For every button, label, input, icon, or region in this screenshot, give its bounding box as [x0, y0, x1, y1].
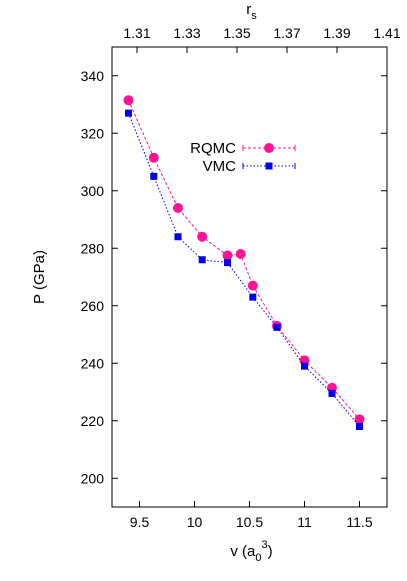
y-tick-label: 220 [81, 413, 105, 429]
axis-labels: P (GPa) v (a03) rs [31, 1, 273, 564]
series-layer [123, 95, 365, 430]
x-axis-label-main: v (a [230, 543, 256, 560]
x-tick-label: 9.5 [130, 514, 150, 530]
legend-label-vmc: VMC [203, 158, 237, 175]
vmc-point [224, 259, 231, 267]
vmc-point [301, 362, 308, 370]
rqmc-point [148, 152, 159, 163]
top-tick-label: 1.37 [273, 25, 300, 41]
rqmc-point [173, 203, 183, 213]
vmc-point [198, 256, 206, 264]
vmc-point [273, 323, 281, 331]
y-tick-label: 240 [81, 355, 105, 371]
vmc-point [150, 172, 158, 180]
top-tick-label: 1.41 [373, 25, 400, 41]
vmc-series-line [128, 112, 360, 427]
rqmc-point [247, 280, 258, 291]
rqmc-point [222, 250, 233, 261]
y-tick-label: 300 [81, 183, 105, 199]
top-tick-label: 1.31 [123, 25, 150, 41]
top-axis-label: rs [246, 1, 257, 22]
y-axis-label: P (GPa) [31, 250, 48, 304]
vmc-point [328, 389, 336, 397]
x-axis-label-superscript: 3 [262, 539, 268, 551]
top-axis-label-subscript: s [251, 10, 257, 22]
vmc-point [125, 109, 132, 117]
axes-layer: 9.5 10 10.5 11 11.5 200 220 240 260 280 300 320 340 1… [81, 25, 401, 530]
x-axis-label: v (a03) [230, 539, 272, 564]
top-tick-label: 1.33 [173, 25, 200, 41]
y-tick-label: 260 [81, 298, 105, 314]
x-tick-label: 11.5 [346, 514, 372, 530]
top-tick-label: 1.35 [223, 25, 250, 41]
y-tick-label: 340 [81, 68, 105, 84]
rqmc-point [235, 249, 246, 259]
rqmc-point [354, 414, 365, 425]
x-tick-label: 10.5 [236, 514, 263, 530]
vmc-point [356, 423, 363, 430]
top-axis-label-main: r [246, 1, 251, 18]
x-axis-label-subscript: 0 [255, 552, 261, 564]
x-tick-label: 11 [297, 514, 312, 530]
rqmc-point [197, 231, 208, 242]
y-tick-label: 200 [81, 470, 105, 486]
vmc-legend-marker [265, 162, 273, 170]
x-axis-label-close: ) [268, 543, 273, 560]
vmc-point [174, 233, 182, 241]
rqmc-point [123, 95, 134, 106]
rqmc-legend-marker [264, 143, 274, 153]
y-tick-label: 320 [81, 125, 105, 141]
legend-label-rqmc: RQMC [190, 140, 236, 157]
x-tick-label: 10 [187, 514, 203, 530]
top-tick-label: 1.39 [323, 25, 350, 41]
y-tick-label: 280 [81, 240, 105, 256]
vmc-point [249, 293, 257, 301]
